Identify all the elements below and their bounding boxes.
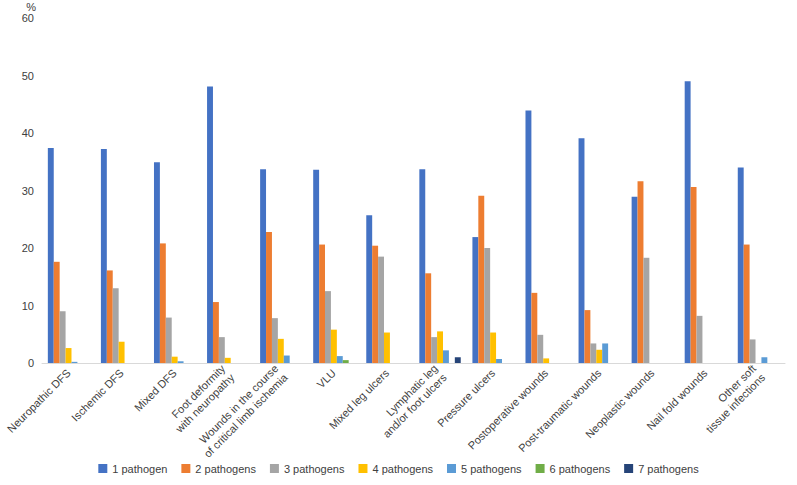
svg-text:with neuropathy: with neuropathy xyxy=(173,371,237,435)
svg-text:Neoplastic wounds: Neoplastic wounds xyxy=(583,366,657,440)
svg-text:and/or foot ulcers: and/or foot ulcers xyxy=(380,371,449,440)
svg-text:7 pathogens: 7 pathogens xyxy=(638,463,699,475)
svg-text:Pressure ulcers: Pressure ulcers xyxy=(434,366,498,430)
svg-text:2 pathogens: 2 pathogens xyxy=(195,463,256,475)
svg-text:Ischemic DFS: Ischemic DFS xyxy=(69,367,126,424)
svg-text:of critical limb ischemia: of critical limb ischemia xyxy=(201,371,290,460)
svg-text:Postoperative wounds: Postoperative wounds xyxy=(465,366,551,452)
svg-text:Neuropathic DFS: Neuropathic DFS xyxy=(5,367,73,435)
svg-text:5 pathogens: 5 pathogens xyxy=(461,463,522,475)
svg-text:Mixed leg ulcers: Mixed leg ulcers xyxy=(327,366,392,431)
svg-text:Post-traumatic wounds: Post-traumatic wounds xyxy=(516,366,604,455)
svg-text:10: 10 xyxy=(22,300,34,312)
svg-text:tissue infections: tissue infections xyxy=(704,371,768,435)
svg-text:4 pathogens: 4 pathogens xyxy=(372,463,433,475)
svg-text:60: 60 xyxy=(22,12,34,24)
svg-text:%: % xyxy=(26,1,36,13)
svg-text:Lymphatic leg: Lymphatic leg xyxy=(383,362,440,419)
svg-text:VLU: VLU xyxy=(315,367,339,391)
svg-text:Foot deformity: Foot deformity xyxy=(169,362,228,421)
svg-text:1 pathogen: 1 pathogen xyxy=(112,463,167,475)
svg-text:Mixed DFS: Mixed DFS xyxy=(132,367,179,414)
svg-text:6 pathogens: 6 pathogens xyxy=(550,463,611,475)
svg-text:20: 20 xyxy=(22,242,34,254)
svg-text:Other soft: Other soft xyxy=(715,362,759,405)
svg-text:Wounds in the course: Wounds in the course xyxy=(197,362,280,445)
svg-text:40: 40 xyxy=(22,127,34,139)
svg-text:50: 50 xyxy=(22,70,34,82)
svg-text:30: 30 xyxy=(22,185,34,197)
svg-text:Nail fold wounds: Nail fold wounds xyxy=(644,366,710,432)
svg-text:3 pathogens: 3 pathogens xyxy=(284,463,345,475)
svg-text:0: 0 xyxy=(28,357,34,369)
